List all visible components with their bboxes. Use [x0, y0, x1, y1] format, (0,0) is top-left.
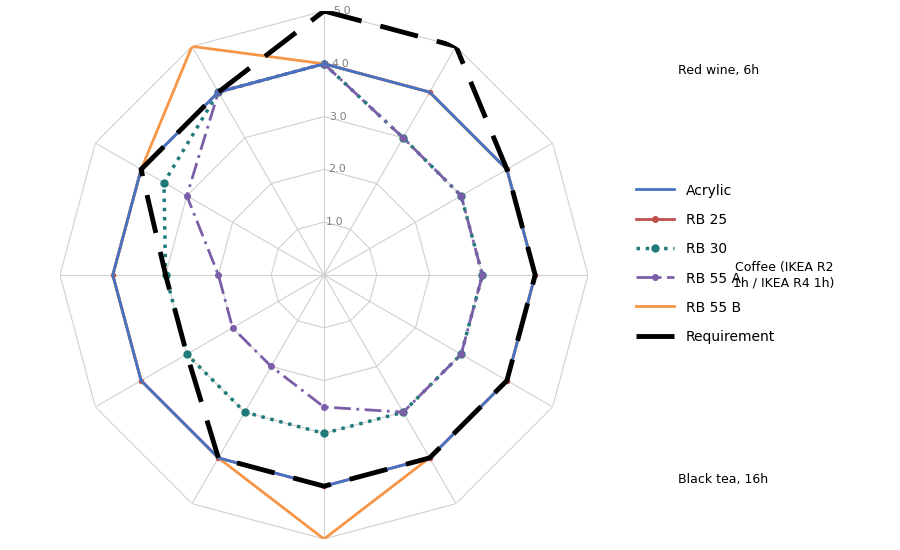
Text: Coffee (IKEA R2
1h / IKEA R4 1h): Coffee (IKEA R2 1h / IKEA R4 1h) [734, 261, 834, 289]
Text: 3.0: 3.0 [329, 112, 347, 122]
Text: 4.0: 4.0 [331, 59, 349, 69]
Text: 1.0: 1.0 [326, 217, 344, 227]
Text: Red wine, 6h: Red wine, 6h [679, 64, 760, 77]
Text: Black tea, 16h: Black tea, 16h [679, 473, 769, 486]
Text: 5.0: 5.0 [333, 6, 351, 16]
Legend: Acrylic, RB 25, RB 30, RB 55 A, RB 55 B, Requirement: Acrylic, RB 25, RB 30, RB 55 A, RB 55 B,… [630, 178, 780, 350]
Text: 2.0: 2.0 [328, 164, 346, 174]
